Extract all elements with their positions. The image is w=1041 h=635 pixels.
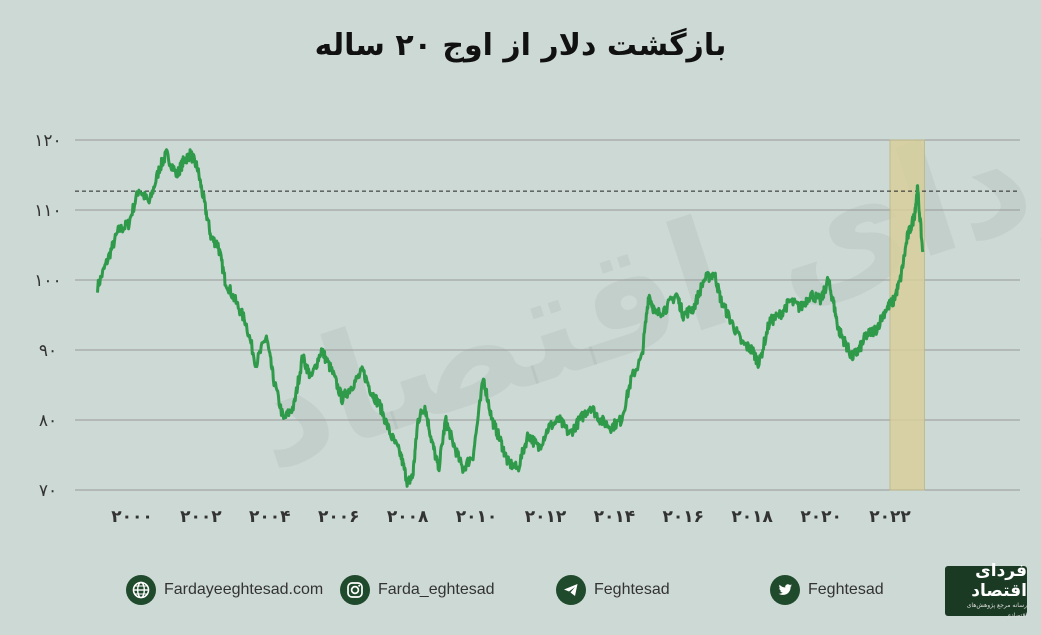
- brand-logo: فردای اقتصاد رسانه مرجع پژوهش‌های اقتصاد…: [945, 561, 1027, 619]
- x-tick-label: ۲۰۱۰: [456, 507, 498, 527]
- y-tick-label: ۷۰: [39, 481, 57, 501]
- footer: Fardayeeghtesad.com Farda_eghtesad Feght…: [0, 572, 1041, 612]
- x-tick-label: ۲۰۱۲: [525, 507, 567, 527]
- x-tick-label: ۲۰۱۴: [594, 507, 636, 527]
- y-tick-label: ۹۰: [39, 341, 57, 361]
- footer-website[interactable]: Fardayeeghtesad.com: [126, 572, 323, 608]
- series-line: [96, 148, 925, 488]
- telegram-icon: [556, 575, 586, 605]
- x-tick-label: ۲۰۲۰: [800, 507, 842, 527]
- footer-website-label: Fardayeeghtesad.com: [164, 581, 324, 598]
- instagram-icon: [340, 575, 370, 605]
- footer-instagram-label: Farda_eghtesad: [378, 581, 495, 598]
- y-axis: ۷۰ ۸۰ ۹۰ ۱۰۰ ۱۱۰ ۱۲۰: [34, 131, 61, 501]
- footer-instagram[interactable]: Farda_eghtesad: [340, 572, 495, 608]
- highlight-region: [889, 139, 925, 491]
- y-tick-label: ۱۰۰: [34, 271, 61, 291]
- x-tick-label: ۲۰۰۴: [249, 507, 291, 527]
- y-tick-label: ۸۰: [39, 411, 57, 431]
- x-tick-label: ۲۰۰۶: [318, 507, 360, 527]
- twitter-icon: [770, 575, 800, 605]
- footer-telegram[interactable]: Feghtesad: [556, 572, 670, 608]
- footer-telegram-label: Feghtesad: [594, 581, 670, 598]
- series-path: [96, 148, 925, 488]
- footer-twitter[interactable]: Feghtesad: [770, 572, 884, 608]
- y-tick-label: ۱۲۰: [34, 131, 61, 151]
- x-tick-label: ۲۰۱۶: [663, 507, 705, 527]
- chart-title: بازگشت دلار از اوج ۲۰ ساله: [314, 28, 727, 63]
- logo-text: فردای اقتصاد: [971, 561, 1027, 601]
- globe-icon: [126, 575, 156, 605]
- x-axis: ۲۰۰۰ ۲۰۰۲ ۲۰۰۴ ۲۰۰۶ ۲۰۰۸ ۲۰۱۰ ۲۰۱۲ ۲۰۱۴ ۲۰۱۶ ۲۰۱۸…: [111, 507, 911, 527]
- x-tick-label: ۲۰۰۰: [111, 507, 153, 527]
- grid-lines: [75, 139, 1020, 491]
- logo-subtext: رسانه مرجع پژوهش‌های اقتصادی: [966, 602, 1027, 619]
- x-tick-label: ۲۰۰۸: [387, 507, 429, 527]
- y-tick-label: ۱۱۰: [34, 201, 61, 221]
- x-tick-label: ۲۰۰۲: [180, 507, 222, 527]
- x-tick-label: ۲۰۲۲: [869, 507, 911, 527]
- highlight-band: [889, 139, 925, 491]
- chart-area: ۷۰ ۸۰ ۹۰ ۱۰۰ ۱۱۰ ۱۲۰ ۲۰۰۰ ۲۰۰۲ ۲۰۰۴ ۲۰۰۶ ۲۰۰۸ ۲۰۱۰…: [34, 131, 1020, 527]
- x-tick-label: ۲۰۱۸: [731, 507, 773, 527]
- footer-twitter-label: Feghtesad: [808, 581, 884, 598]
